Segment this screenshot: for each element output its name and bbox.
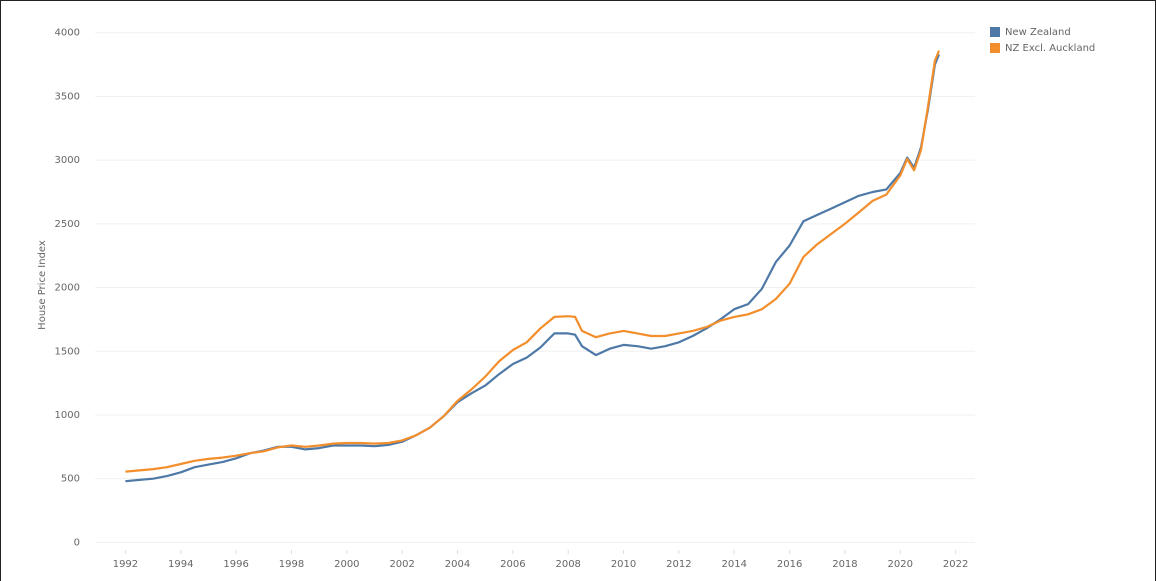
y-axis-label: House Price Index [37, 240, 48, 330]
y-tick-label: 3000 [55, 155, 80, 166]
x-tick-label: 1994 [168, 559, 193, 570]
x-tick-label: 2002 [389, 559, 414, 570]
x-tick-label: 1998 [279, 559, 304, 570]
y-tick-label: 2500 [55, 219, 80, 230]
x-tick-label: 2016 [777, 559, 802, 570]
x-tick-label: 2022 [943, 559, 968, 570]
x-tick-label: 2004 [445, 559, 470, 570]
legend-label: New Zealand [1005, 27, 1071, 38]
x-tick-label: 1996 [223, 559, 248, 570]
x-tick-label: 2014 [722, 559, 747, 570]
x-tick-label: 2010 [611, 559, 636, 570]
legend-swatch [990, 27, 1000, 37]
x-tick-label: 2020 [888, 559, 913, 570]
y-tick-label: 1000 [55, 410, 80, 421]
y-tick-label: 4000 [55, 28, 80, 39]
x-tick-label: 2006 [500, 559, 525, 570]
series-line [125, 53, 941, 483]
x-tick-label: 2008 [555, 559, 580, 570]
y-tick-label: 3500 [55, 91, 80, 102]
y-tick-label: 500 [61, 474, 80, 485]
y-tick-label: 0 [74, 537, 80, 548]
x-tick-label: 2012 [666, 559, 691, 570]
y-tick-label: 2000 [55, 283, 80, 294]
series-line [125, 50, 941, 473]
x-tick-label: 2018 [832, 559, 857, 570]
x-tick-label: 1992 [113, 559, 138, 570]
legend-swatch [990, 43, 1000, 53]
x-tick-label: 2000 [334, 559, 359, 570]
y-tick-label: 1500 [55, 346, 80, 357]
legend-label: NZ Excl. Auckland [1005, 43, 1095, 54]
